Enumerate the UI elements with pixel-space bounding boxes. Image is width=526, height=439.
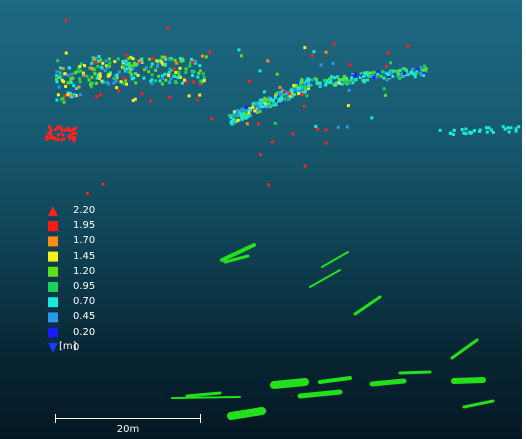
scale-bar-tick-left	[55, 414, 56, 423]
legend-label: 1.70	[73, 235, 96, 247]
legend-label: 0.95	[73, 281, 96, 292]
color-scale-legend: 2.20 1.95 1.70 1.45 1.20 0.95 0.70 0.45 0.20 0	[45, 205, 155, 355]
legend-label: 0.70	[73, 296, 96, 308]
legend-swatch	[48, 297, 58, 308]
legend-label: 0	[73, 341, 80, 353]
legend-label: 0.45	[73, 311, 96, 323]
scale-bar-tick-right	[200, 414, 201, 423]
legend-swatch	[48, 327, 58, 338]
legend-swatch	[48, 236, 58, 247]
legend-label: 1.45	[73, 250, 96, 262]
legend-min-triangle	[48, 342, 58, 353]
legend-label: 1.95	[73, 220, 96, 232]
point-cloud-points	[45, 19, 521, 195]
legend-swatch	[48, 221, 58, 232]
legend-label: 2.20	[73, 205, 96, 216]
legend-swatch	[48, 251, 58, 262]
legend-swatch	[48, 266, 58, 277]
scale-bar-line	[55, 418, 201, 419]
scale-bar-label: 20m	[116, 424, 140, 435]
legend-swatch	[48, 312, 58, 323]
legend-swatches	[46, 206, 60, 353]
legend-max-triangle	[48, 206, 58, 216]
legend-label: 1.20	[73, 265, 96, 277]
legend-label: 0.20	[73, 326, 96, 338]
legend-unit: [m]	[59, 341, 77, 352]
legend-swatch	[48, 282, 58, 292]
scale-bar: 20m	[55, 413, 201, 435]
ground-fragments	[171, 243, 495, 420]
